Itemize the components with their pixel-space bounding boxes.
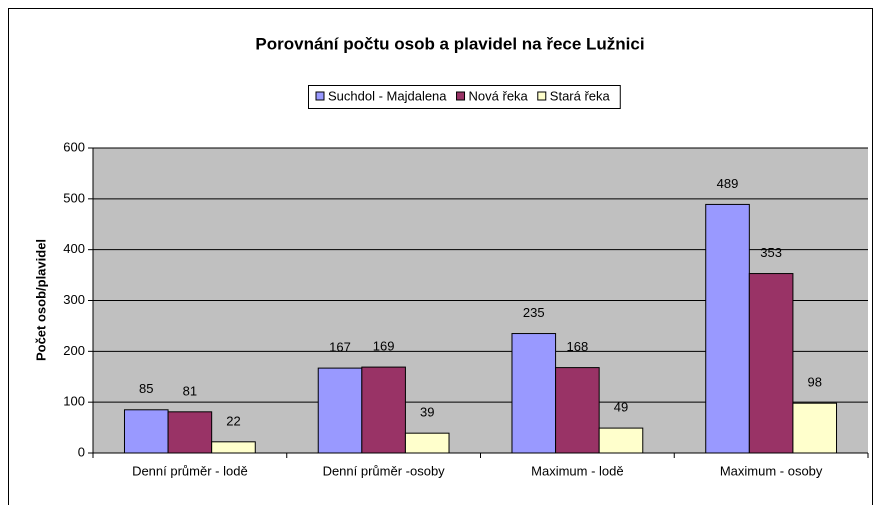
- y-tick-label: 500: [63, 190, 85, 205]
- bar: [748, 273, 794, 454]
- y-tick-label: 0: [78, 444, 85, 459]
- bar: [317, 367, 363, 454]
- data-label: 353: [760, 245, 782, 260]
- y-tick-label: 300: [63, 292, 85, 307]
- data-label: 235: [523, 305, 545, 320]
- y-axis-title: Počet osob/plavidel: [33, 239, 48, 361]
- y-tick-label: 200: [63, 343, 85, 358]
- data-label: 489: [717, 176, 739, 191]
- bar: [211, 441, 256, 454]
- legend-swatch: [315, 91, 325, 101]
- bar: [123, 409, 169, 454]
- bar: [705, 203, 750, 454]
- legend: Suchdol - Majdalena Nová řeka Stará řeka: [308, 85, 621, 109]
- data-label: 98: [807, 375, 821, 390]
- data-label: 169: [373, 339, 395, 354]
- bar: [404, 432, 450, 454]
- legend-swatch: [456, 91, 466, 101]
- data-label: 81: [183, 383, 197, 398]
- legend-label: Stará řeka: [550, 88, 611, 103]
- bar: [792, 402, 838, 454]
- data-label: 22: [226, 413, 240, 428]
- y-tick-label: 400: [63, 241, 85, 256]
- y-tick-label: 100: [63, 394, 85, 409]
- x-tick-label: Maximum - lodě: [531, 463, 623, 478]
- x-tick-label: Maximum - osoby: [720, 463, 823, 478]
- data-label: 49: [614, 400, 628, 415]
- bar: [598, 427, 644, 454]
- data-label: 39: [420, 405, 434, 420]
- y-tick-label: 600: [63, 139, 85, 154]
- x-tick-label: Denní průměr -osoby: [323, 463, 446, 478]
- bar: [167, 411, 213, 454]
- bar: [511, 333, 557, 454]
- x-tick-label: Denní průměr - lodě: [132, 463, 248, 478]
- legend-label: Suchdol - Majdalena: [328, 88, 447, 103]
- data-label: 85: [139, 381, 153, 396]
- chart-title: Porovnání počtu osob a plavidel na řece …: [255, 34, 644, 53]
- legend-label: Nová řeka: [469, 88, 529, 103]
- data-label: 168: [567, 339, 589, 354]
- bar: [555, 367, 600, 454]
- bar: [361, 366, 406, 454]
- data-label: 167: [329, 340, 351, 355]
- legend-swatch: [537, 91, 547, 101]
